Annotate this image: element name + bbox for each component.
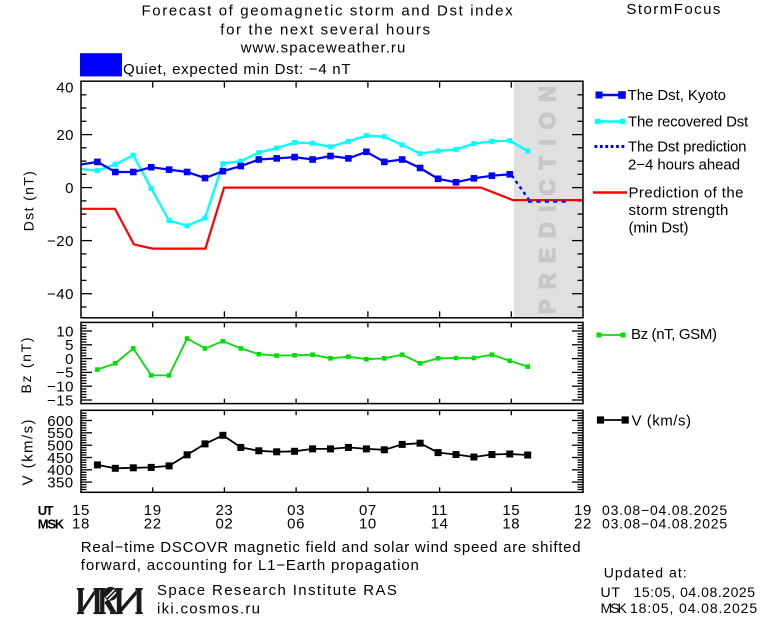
- svg-text:18: 18: [502, 515, 520, 532]
- svg-text:11: 11: [431, 502, 448, 519]
- svg-text:forward, accounting for L1−Ear: forward, accounting for L1−Earth propaga…: [81, 557, 420, 574]
- svg-text:PREDICTION: PREDICTION: [535, 76, 560, 314]
- svg-text:0: 0: [65, 180, 74, 197]
- svg-text:500: 500: [47, 438, 73, 455]
- svg-text:Real−time DSCOVR magnetic fiel: Real−time DSCOVR magnetic field and sola…: [81, 539, 582, 556]
- svg-text:MSK: MSK: [38, 517, 65, 532]
- svg-text:Dst (nT): Dst (nT): [21, 170, 37, 231]
- svg-text:V (km/s): V (km/s): [632, 413, 692, 430]
- svg-text:storm strength: storm strength: [629, 202, 729, 219]
- svg-text:18: 18: [72, 515, 90, 532]
- svg-text:14: 14: [431, 515, 449, 532]
- svg-text:−10: −10: [47, 379, 74, 396]
- svg-text:MSK: MSK: [601, 600, 628, 616]
- svg-text:19: 19: [144, 502, 162, 519]
- svg-text:StormFocus: StormFocus: [626, 1, 721, 18]
- svg-text:15:05, 04.08.2025: 15:05, 04.08.2025: [634, 584, 756, 600]
- svg-text:550: 550: [47, 425, 73, 442]
- svg-text:19: 19: [574, 502, 592, 519]
- svg-text:The Dst, Kyoto: The Dst, Kyoto: [628, 87, 726, 104]
- svg-text:40: 40: [56, 80, 74, 97]
- svg-text:−15: −15: [47, 392, 74, 409]
- svg-text:Quiet, expected min Dst: −4 nT: Quiet, expected min Dst: −4 nT: [123, 61, 351, 78]
- svg-text:The Dst prediction: The Dst prediction: [628, 139, 746, 156]
- svg-text:−5: −5: [56, 365, 74, 382]
- svg-text:20: 20: [56, 127, 74, 144]
- svg-text:600: 600: [47, 413, 73, 430]
- svg-text:06: 06: [287, 515, 305, 532]
- svg-text:10: 10: [56, 323, 74, 340]
- svg-text:03.08−04.08.2025: 03.08−04.08.2025: [602, 502, 728, 518]
- svg-text:15: 15: [72, 502, 90, 519]
- svg-text:22: 22: [574, 515, 592, 532]
- svg-text:www.spaceweather.ru: www.spaceweather.ru: [240, 40, 407, 57]
- svg-text:Forecast of geomagnetic storm: Forecast of geomagnetic storm and Dst in…: [142, 3, 515, 20]
- svg-text:iki.cosmos.ru: iki.cosmos.ru: [157, 601, 261, 618]
- svg-text:Prediction of the: Prediction of the: [629, 184, 744, 201]
- svg-text:V (km/s): V (km/s): [20, 418, 37, 485]
- svg-text:−40: −40: [47, 286, 74, 303]
- svg-text:Bz (nT): Bz (nT): [18, 336, 34, 394]
- svg-text:18:05, 04.08.2025: 18:05, 04.08.2025: [630, 600, 758, 616]
- svg-text:for the next several hours: for the next several hours: [220, 22, 431, 39]
- svg-text:Bz (nT, GSM): Bz (nT, GSM): [631, 326, 717, 343]
- svg-text:03: 03: [287, 502, 305, 519]
- svg-text:UT: UT: [601, 584, 621, 600]
- svg-text:Updated at:: Updated at:: [604, 565, 688, 581]
- svg-text:350: 350: [47, 474, 73, 491]
- svg-text:02: 02: [215, 515, 233, 532]
- svg-text:03.08−04.08.2025: 03.08−04.08.2025: [602, 515, 728, 531]
- svg-text:07: 07: [359, 502, 377, 519]
- svg-text:Space Research Institute RAS: Space Research Institute RAS: [157, 582, 398, 599]
- svg-text:10: 10: [359, 515, 377, 532]
- svg-text:23: 23: [215, 502, 233, 519]
- svg-text:2−4 hours ahead: 2−4 hours ahead: [628, 157, 740, 174]
- svg-text:5: 5: [65, 337, 74, 354]
- svg-text:22: 22: [144, 515, 162, 532]
- svg-text:400: 400: [47, 462, 73, 479]
- svg-text:(min Dst): (min Dst): [629, 220, 689, 237]
- svg-text:0: 0: [65, 351, 74, 368]
- svg-text:UT: UT: [38, 503, 54, 518]
- svg-text:The recovered Dst: The recovered Dst: [628, 114, 749, 131]
- svg-text:450: 450: [47, 450, 73, 467]
- svg-text:−20: −20: [47, 233, 74, 250]
- svg-text:15: 15: [502, 502, 520, 519]
